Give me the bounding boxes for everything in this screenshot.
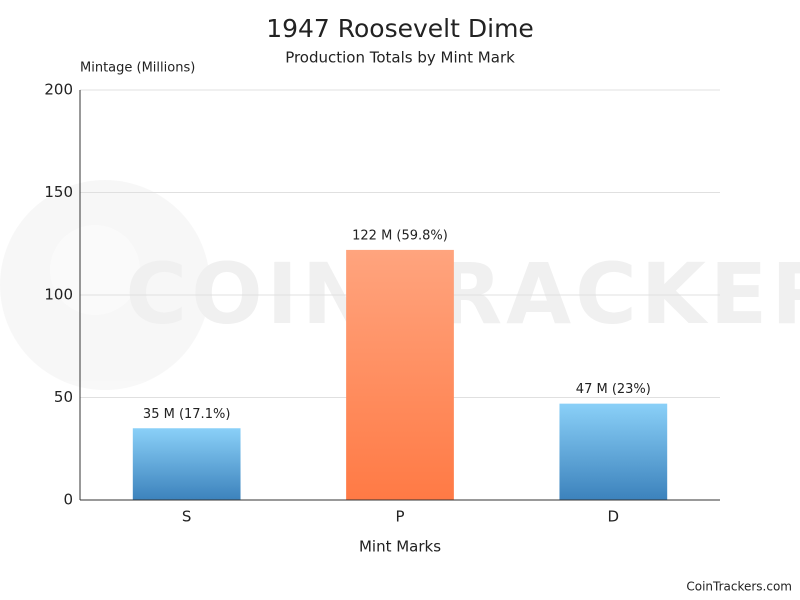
y-tick-label: 100 — [44, 286, 73, 304]
y-tick-label: 0 — [63, 491, 73, 509]
bar — [133, 428, 241, 500]
x-tick-label: D — [608, 508, 620, 526]
y-axis-title: Mintage (Millions) — [80, 61, 195, 76]
chart-subtitle: Production Totals by Mint Mark — [285, 49, 515, 67]
y-tick-label: 50 — [54, 388, 73, 406]
x-tick-label: S — [182, 508, 192, 526]
bar — [346, 250, 454, 500]
y-tick-label: 200 — [44, 81, 73, 99]
data-label: 35 M (17.1%) — [143, 407, 230, 422]
data-label: 47 M (23%) — [576, 382, 651, 397]
y-tick-label: 150 — [44, 183, 73, 201]
chart-title: 1947 Roosevelt Dime — [266, 14, 534, 43]
bar — [559, 404, 667, 500]
x-tick-label: P — [395, 508, 404, 526]
credit: CoinTrackers.com — [686, 580, 792, 594]
x-axis-title: Mint Marks — [359, 538, 441, 556]
watermark: COINTRACKERS — [126, 245, 800, 343]
data-label: 122 M (59.8%) — [352, 228, 448, 243]
